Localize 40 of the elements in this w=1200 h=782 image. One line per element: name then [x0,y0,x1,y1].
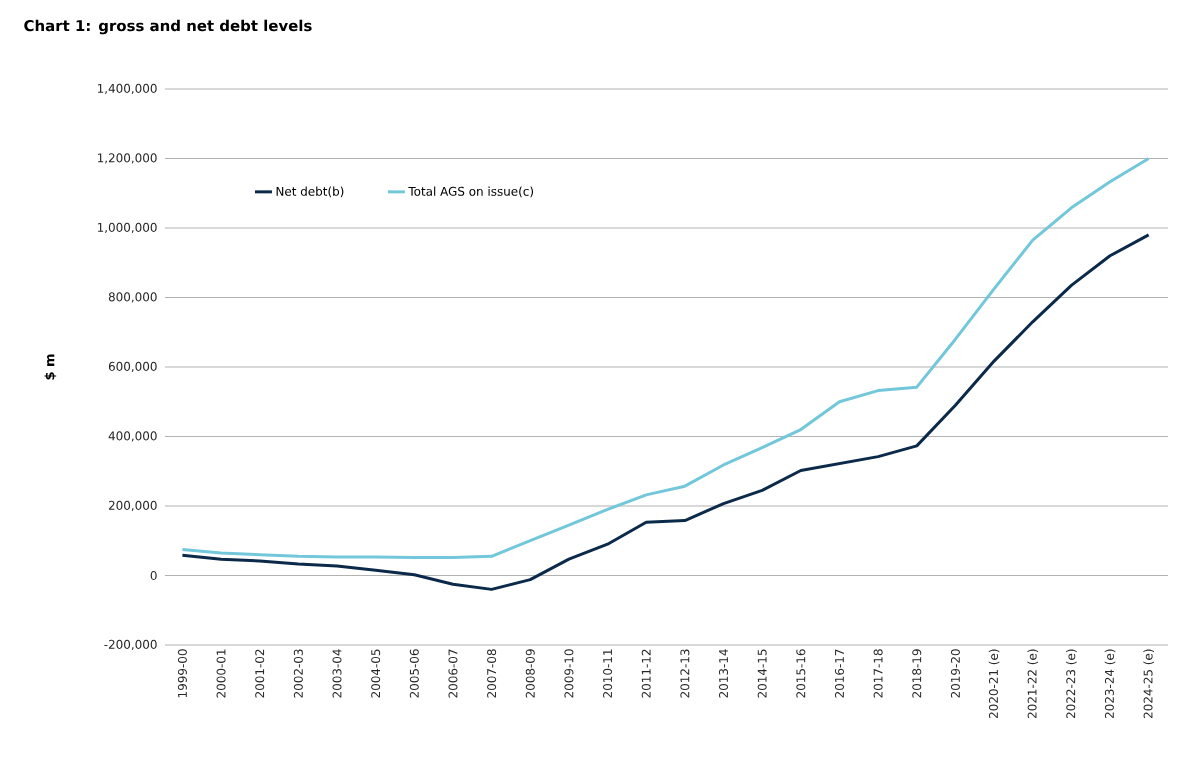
x-tick-label: 2008-09 [525,649,535,698]
x-tick-label: 2016-17 [834,649,844,698]
x-tick-label: 2015-16 [796,649,806,698]
y-tick-label: 1,400,000 [97,83,157,95]
x-tick-label: 2018-19 [912,649,922,698]
x-tick-label: 2005-06 [409,649,419,698]
y-axis-title: $ m [44,354,57,380]
x-tick-label: 2000-01 [216,649,226,698]
x-tick-label: 2009-10 [564,649,574,698]
x-tick-label: 2017-18 [873,649,883,698]
x-tick-label: 2006-07 [448,649,458,698]
y-tick-label: 0 [150,570,157,581]
x-tick-label: 2004-05 [371,649,381,698]
x-tick-label: 2007-08 [487,649,497,698]
x-tick-label: 2024-25 (e) [1143,649,1154,719]
y-tick-label: -200,000 [104,639,157,651]
x-tick-label: 2011-12 [641,649,651,698]
x-tick-label: 2002-03 [293,649,303,698]
x-tick-label: 2023-24 (e) [1104,649,1116,719]
y-tick-label: 1,000,000 [97,222,157,234]
legend-label: Total AGS on issue(c) [408,186,534,198]
x-tick-label: 2003-04 [332,649,342,698]
line-series [180,156,1151,559]
y-tick-label: 600,000 [108,361,157,373]
x-tick-label: 2022-23 (e) [1066,649,1077,719]
x-tick-label: 2019-20 [950,649,960,698]
x-tick-label: 2013-14 [718,649,729,698]
y-tick-label: 400,000 [108,431,157,442]
y-tick-label: 200,000 [108,500,157,512]
x-tick-label: 2014-15 [757,649,767,698]
x-tick-label: 2021-22 (e) [1027,649,1039,719]
x-tick-label: 2010-11 [603,649,613,698]
y-tick-label: 800,000 [108,292,157,303]
y-tick-label: 1,200,000 [97,153,157,164]
chart-title: Chart 1: gross and net debt levels [24,19,312,35]
x-tick-label: 2012-13 [680,649,690,698]
x-tick-label: 2020-21 (e) [988,649,1000,719]
legend-label: Net debt(b) [276,186,344,198]
x-tick-label: 1999-00 [177,649,187,698]
x-tick-label: 2001-02 [255,649,265,698]
